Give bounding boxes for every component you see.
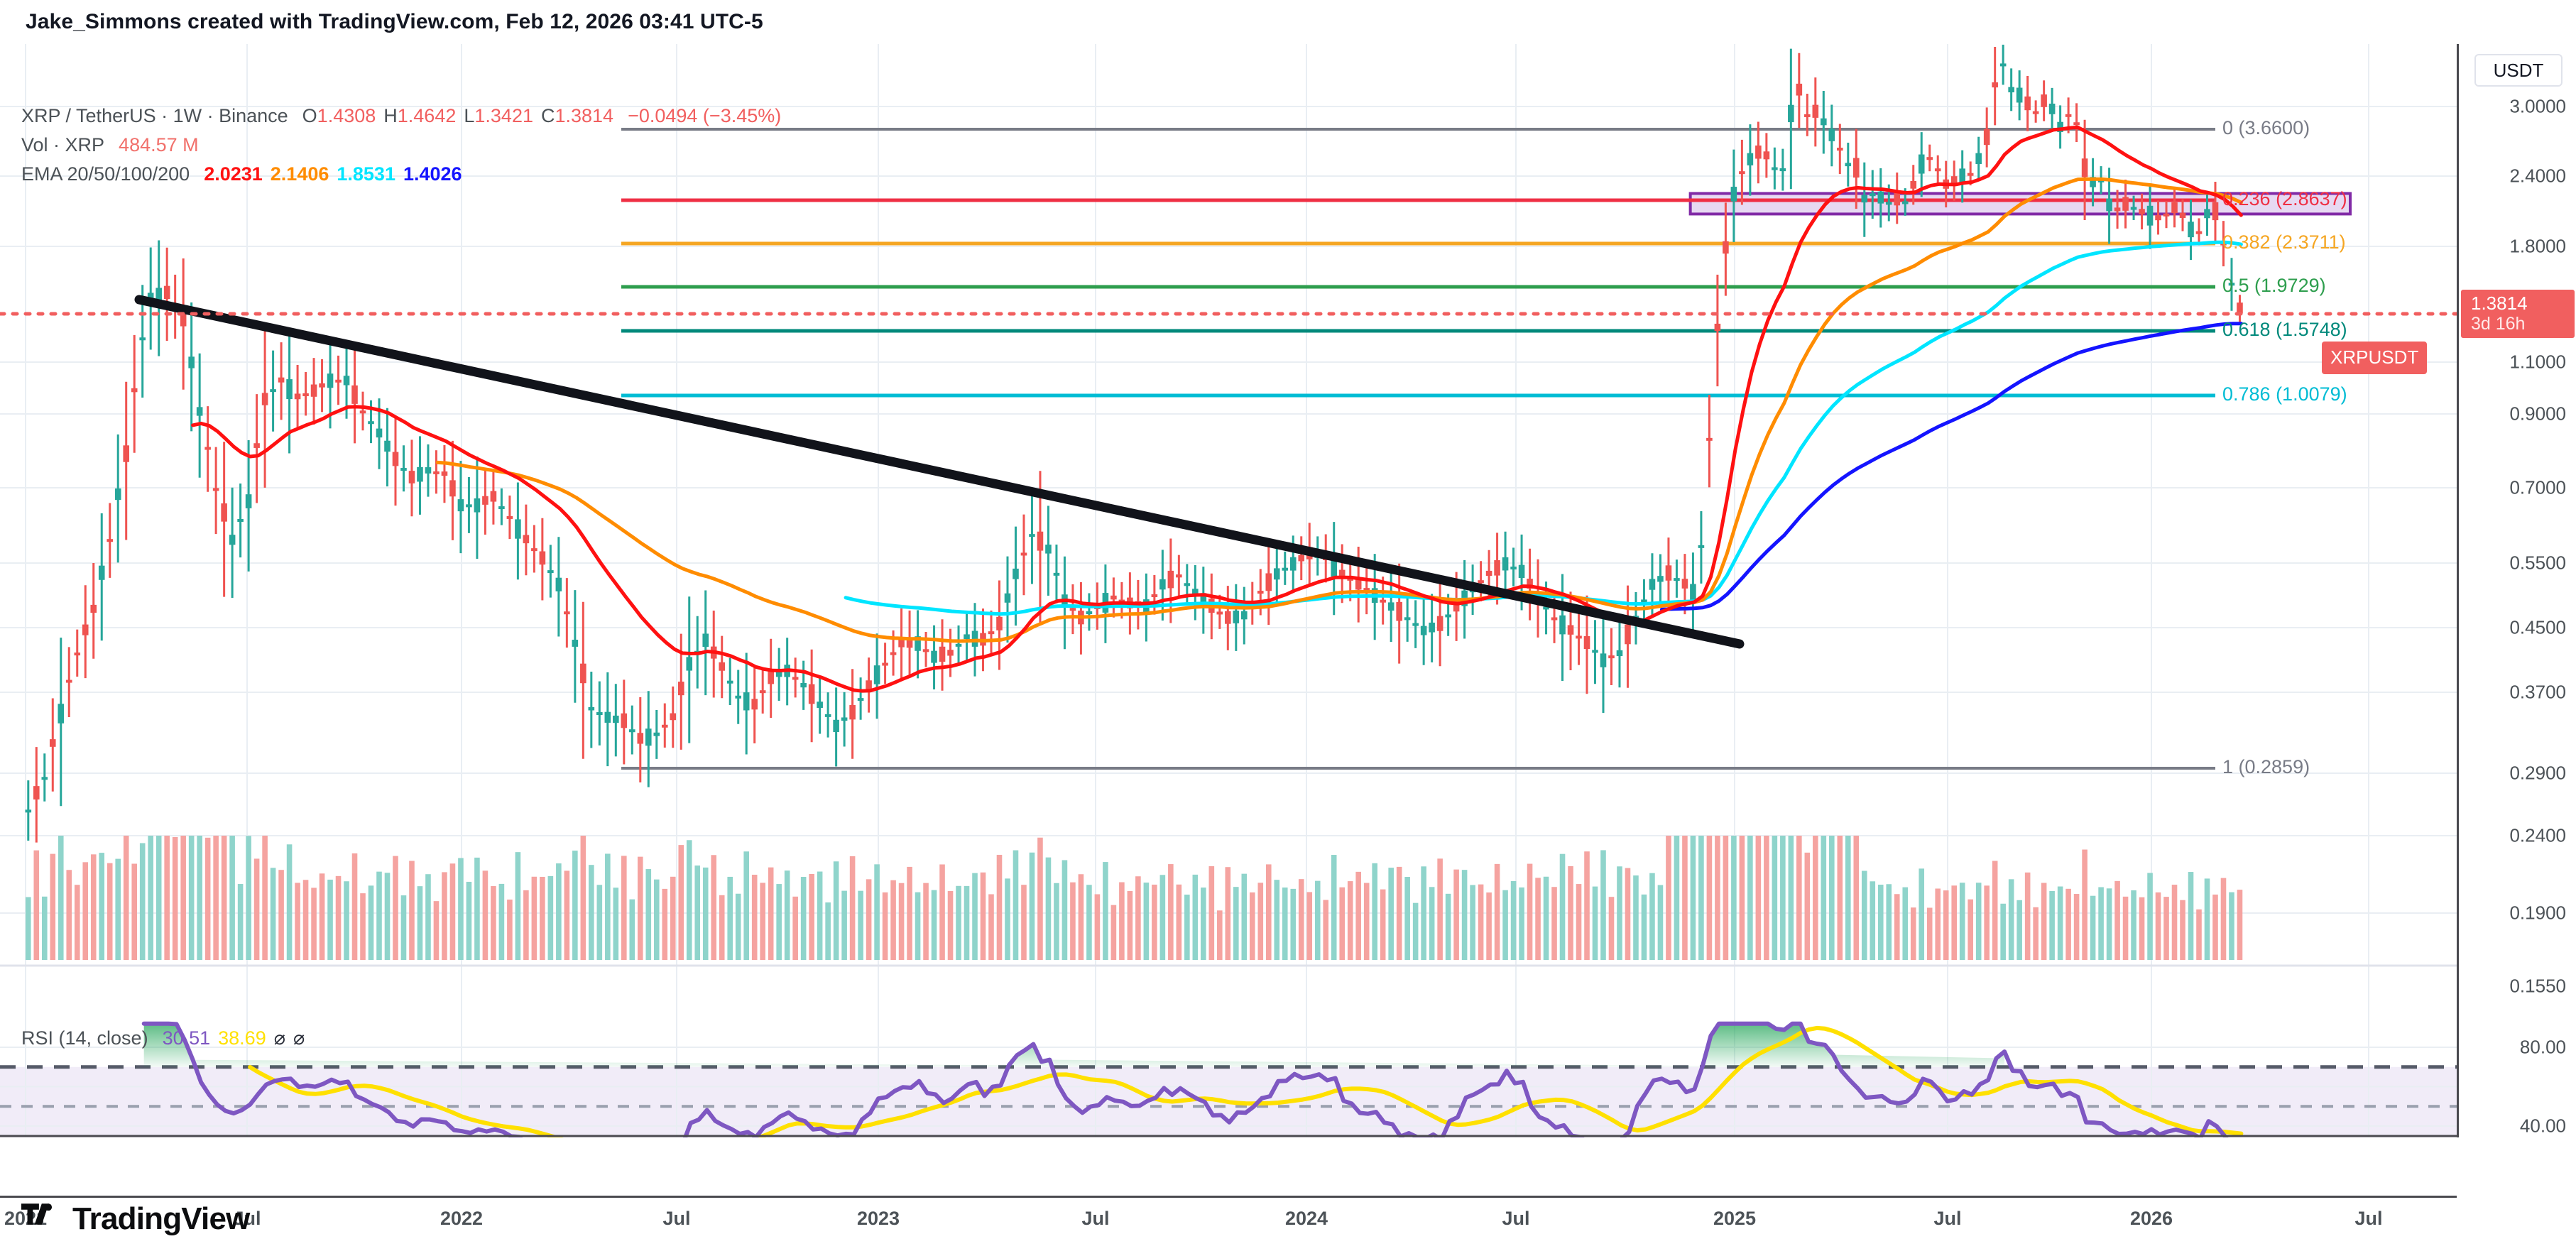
- time-tick: Jul: [662, 1208, 691, 1229]
- rsi-ma-line: [248, 1025, 2244, 1137]
- time-tick: 2024: [1284, 1208, 1328, 1229]
- time-tick: Jul: [233, 1208, 261, 1229]
- bar-countdown: 3d 16h: [2471, 314, 2526, 334]
- current-price-value: 1.3814: [2471, 292, 2528, 314]
- tradingview-logo-icon: [21, 1203, 53, 1225]
- descending-trendline: [134, 295, 1745, 649]
- volume-series: [26, 836, 2243, 960]
- price-axis[interactable]: USDT 3.0000 2.4000 1.8000 1.1000 0.9000 0.700…: [2457, 44, 2576, 1137]
- ema-100-line: [844, 240, 2243, 616]
- axis-tick: 0.2900: [2509, 762, 2566, 784]
- time-tick: 2023: [856, 1208, 900, 1229]
- rsi-pane[interactable]: [0, 967, 2457, 1137]
- ema-200-line: [1659, 322, 2243, 611]
- time-tick: Jul: [1933, 1208, 1962, 1229]
- time-axis[interactable]: 2021 Jul 2022 Jul 2023 Jul 2024 Jul 2025 Jul 2026 J…: [0, 1196, 2457, 1240]
- axis-tick: 40.00: [2519, 1115, 2566, 1137]
- time-tick: 2025: [1713, 1208, 1757, 1229]
- axis-unit-label: USDT: [2474, 54, 2563, 87]
- footer-branding: TradingView: [21, 1201, 250, 1237]
- symbol-price-badge: XRPUSDT: [2322, 342, 2428, 374]
- axis-tick: 1.8000: [2509, 235, 2566, 257]
- axis-tick: 0.5500: [2509, 552, 2566, 574]
- axis-tick: 0.1550: [2509, 975, 2566, 997]
- ema-50-line: [435, 177, 2243, 643]
- time-tick: 2022: [440, 1208, 484, 1229]
- axis-tick: 0.2400: [2509, 824, 2566, 846]
- axis-tick: 1.1000: [2509, 351, 2566, 373]
- time-tick: Jul: [2354, 1208, 2383, 1229]
- axis-tick: 0.4500: [2509, 616, 2566, 638]
- axis-tick: 2.4000: [2509, 165, 2566, 187]
- time-tick: 2026: [2129, 1208, 2173, 1229]
- time-tick: Jul: [1081, 1208, 1110, 1229]
- price-pane[interactable]: [0, 44, 2457, 967]
- candlestick-series: [25, 44, 2243, 843]
- rsi-plot: [0, 967, 2457, 1137]
- axis-tick: 0.1900: [2509, 902, 2566, 924]
- tradingview-wordmark: TradingView: [72, 1201, 250, 1236]
- axis-tick: 0.7000: [2509, 476, 2566, 498]
- ema-20-line: [191, 125, 2243, 693]
- chart-frame[interactable]: USDT 3.0000 2.4000 1.8000 1.1000 0.9000 0.700…: [0, 44, 2576, 1229]
- axis-tick: 3.0000: [2509, 95, 2566, 117]
- price-plot: [0, 44, 2457, 967]
- rsi-line: [141, 1021, 2229, 1137]
- attribution-text: Jake_Simmons created with TradingView.co…: [26, 10, 763, 33]
- axis-tick: 80.00: [2519, 1036, 2566, 1058]
- current-price-badge: 1.3814 3d 16h: [2461, 289, 2575, 339]
- axis-tick: 0.9000: [2509, 403, 2566, 425]
- axis-tick: 0.3700: [2509, 681, 2566, 703]
- time-tick: Jul: [1502, 1208, 1530, 1229]
